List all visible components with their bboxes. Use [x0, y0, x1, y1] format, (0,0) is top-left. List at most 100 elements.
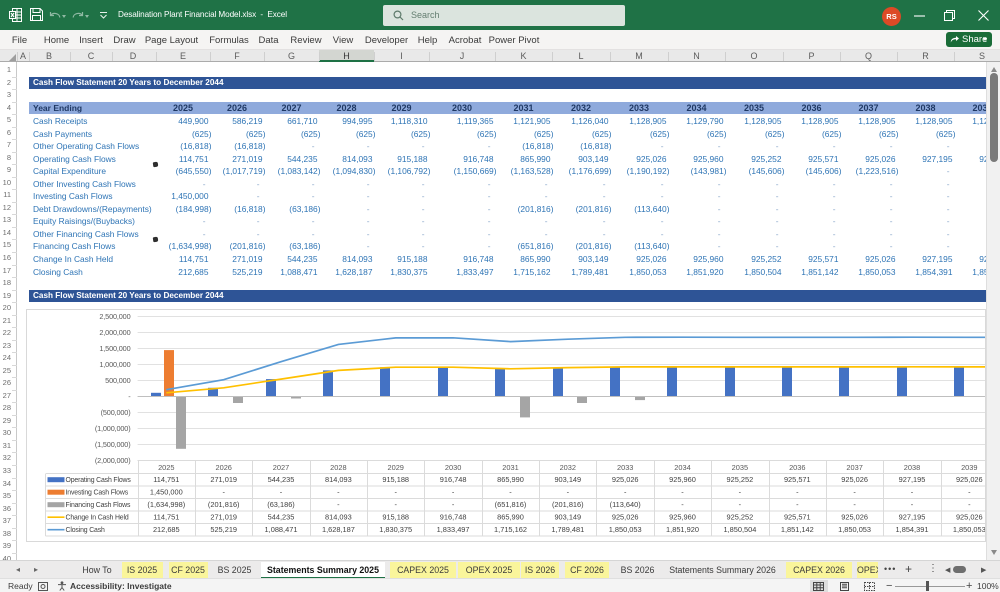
- svg-text:925,571: 925,571: [784, 513, 811, 522]
- svg-text:925,026: 925,026: [956, 513, 983, 522]
- svg-text:814,093: 814,093: [325, 475, 352, 484]
- svg-text:-: -: [796, 488, 799, 497]
- svg-text:925,026: 925,026: [841, 513, 868, 522]
- svg-text:903,149: 903,149: [554, 513, 581, 522]
- svg-text:114,751: 114,751: [153, 513, 179, 522]
- svg-text:927,195: 927,195: [899, 475, 926, 484]
- svg-text:(1,000,000): (1,000,000): [95, 424, 131, 433]
- svg-text:-: -: [128, 392, 131, 401]
- svg-text:2,500,000: 2,500,000: [99, 312, 130, 321]
- svg-text:Closing Cash: Closing Cash: [66, 527, 105, 534]
- svg-text:114,751: 114,751: [153, 475, 179, 484]
- svg-text:2031: 2031: [502, 463, 518, 472]
- svg-text:1,789,481: 1,789,481: [551, 525, 584, 534]
- svg-text:-: -: [567, 488, 570, 497]
- svg-text:2027: 2027: [273, 463, 289, 472]
- svg-text:Operating Cash Flows: Operating Cash Flows: [66, 477, 132, 484]
- svg-text:915,188: 915,188: [382, 475, 409, 484]
- svg-text:1,850,053: 1,850,053: [609, 525, 642, 534]
- svg-text:-: -: [222, 488, 225, 497]
- svg-text:Change In Cash Held: Change In Cash Held: [66, 515, 129, 522]
- svg-text:-: -: [452, 488, 455, 497]
- svg-text:-: -: [968, 500, 971, 509]
- svg-text:2032: 2032: [560, 463, 576, 472]
- svg-text:(63,186): (63,186): [267, 500, 295, 509]
- svg-text:1,715,162: 1,715,162: [494, 525, 527, 534]
- svg-text:1,000,000: 1,000,000: [99, 360, 130, 369]
- svg-text:927,195: 927,195: [899, 513, 926, 522]
- svg-text:2037: 2037: [846, 463, 862, 472]
- svg-text:-: -: [337, 488, 340, 497]
- svg-text:1,850,504: 1,850,504: [723, 525, 756, 534]
- svg-text:1,851,920: 1,851,920: [666, 525, 699, 534]
- svg-text:916,748: 916,748: [440, 475, 467, 484]
- svg-text:814,093: 814,093: [325, 513, 352, 522]
- svg-text:2029: 2029: [387, 463, 403, 472]
- svg-text:-: -: [796, 500, 799, 509]
- svg-text:925,960: 925,960: [669, 513, 696, 522]
- svg-text:-: -: [509, 488, 512, 497]
- svg-text:(500,000): (500,000): [101, 408, 131, 417]
- svg-text:925,252: 925,252: [727, 513, 754, 522]
- svg-text:(1,634,998): (1,634,998): [147, 500, 185, 509]
- svg-text:1,850,053: 1,850,053: [838, 525, 871, 534]
- svg-text:-: -: [681, 500, 684, 509]
- svg-text:-: -: [681, 488, 684, 497]
- svg-text:915,188: 915,188: [382, 513, 409, 522]
- svg-text:1,850,053: 1,850,053: [953, 525, 985, 534]
- svg-text:271,019: 271,019: [210, 513, 237, 522]
- svg-text:925,026: 925,026: [841, 475, 868, 484]
- svg-text:544,235: 544,235: [268, 513, 295, 522]
- svg-text:544,235: 544,235: [268, 475, 295, 484]
- svg-text:(651,816): (651,816): [495, 500, 527, 509]
- svg-text:2038: 2038: [904, 463, 920, 472]
- svg-text:1,833,497: 1,833,497: [437, 525, 470, 534]
- svg-text:925,026: 925,026: [612, 475, 639, 484]
- svg-text:2028: 2028: [330, 463, 346, 472]
- svg-text:1,628,187: 1,628,187: [322, 525, 355, 534]
- svg-text:865,990: 865,990: [497, 475, 524, 484]
- svg-text:2,000,000: 2,000,000: [99, 328, 130, 337]
- svg-text:(201,816): (201,816): [552, 500, 584, 509]
- svg-text:(2,000,000): (2,000,000): [95, 456, 131, 465]
- svg-text:2035: 2035: [732, 463, 748, 472]
- svg-text:925,960: 925,960: [669, 475, 696, 484]
- svg-text:-: -: [853, 488, 856, 497]
- svg-text:1,500,000: 1,500,000: [99, 344, 130, 353]
- svg-text:2026: 2026: [215, 463, 231, 472]
- svg-text:925,571: 925,571: [784, 475, 811, 484]
- svg-text:2025: 2025: [158, 463, 174, 472]
- svg-text:1,851,142: 1,851,142: [781, 525, 814, 534]
- svg-text:1,854,391: 1,854,391: [896, 525, 929, 534]
- svg-text:Investing Cash Flows: Investing Cash Flows: [66, 490, 129, 497]
- svg-text:-: -: [337, 500, 340, 509]
- svg-text:-: -: [452, 500, 455, 509]
- svg-text:525,219: 525,219: [210, 525, 237, 534]
- svg-text:-: -: [394, 500, 397, 509]
- svg-text:2033: 2033: [617, 463, 633, 472]
- svg-text:(201,816): (201,816): [208, 500, 240, 509]
- svg-text:925,252: 925,252: [727, 475, 754, 484]
- svg-text:Financing Cash Flows: Financing Cash Flows: [66, 502, 131, 509]
- svg-text:-: -: [624, 488, 627, 497]
- svg-text:-: -: [853, 500, 856, 509]
- svg-text:1,830,375: 1,830,375: [379, 525, 412, 534]
- svg-text:212,685: 212,685: [153, 525, 180, 534]
- svg-text:-: -: [739, 488, 742, 497]
- svg-text:865,990: 865,990: [497, 513, 524, 522]
- svg-text:925,026: 925,026: [956, 475, 983, 484]
- svg-text:-: -: [280, 488, 283, 497]
- svg-text:-: -: [394, 488, 397, 497]
- svg-text:925,026: 925,026: [612, 513, 639, 522]
- svg-text:271,019: 271,019: [210, 475, 237, 484]
- svg-text:(113,640): (113,640): [610, 500, 641, 509]
- svg-text:2039: 2039: [961, 463, 977, 472]
- svg-text:(1,500,000): (1,500,000): [95, 440, 131, 449]
- svg-text:500,000: 500,000: [105, 376, 130, 385]
- svg-text:-: -: [911, 488, 914, 497]
- svg-text:-: -: [968, 488, 971, 497]
- svg-text:2030: 2030: [445, 463, 461, 472]
- svg-text:1,450,000: 1,450,000: [150, 488, 183, 497]
- svg-text:2034: 2034: [674, 463, 690, 472]
- svg-text:-: -: [911, 500, 914, 509]
